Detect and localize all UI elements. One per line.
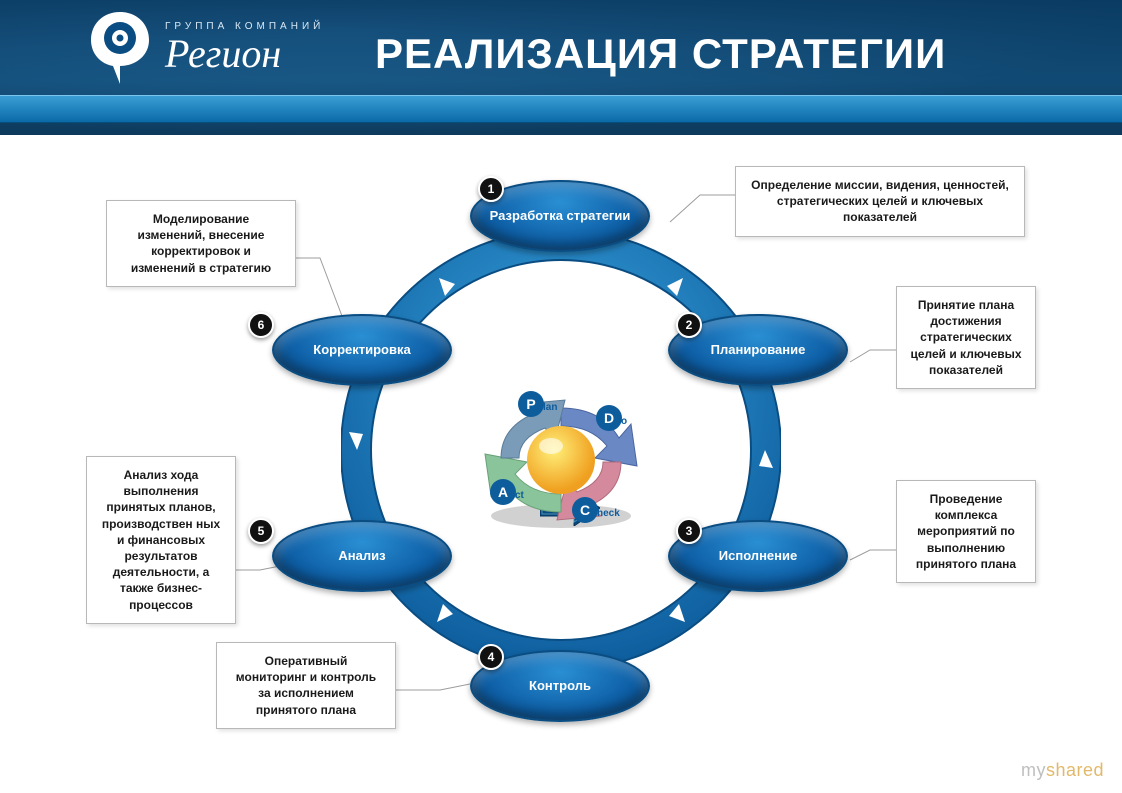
callout-text: Проведение комплекса мероприятий по выпо… bbox=[916, 492, 1016, 571]
watermark-left: my bbox=[1021, 760, 1046, 780]
stage-1-badge: 1 bbox=[478, 176, 504, 202]
stage-label: Планирование bbox=[711, 342, 806, 358]
stage-label: Исполнение bbox=[719, 548, 797, 564]
callout-6: Моделирование изменений, внесение коррек… bbox=[106, 200, 296, 287]
callout-1: Определение миссии, видения, ценностей, … bbox=[735, 166, 1025, 237]
svg-text:A: A bbox=[498, 484, 508, 500]
stage-3-badge: 3 bbox=[676, 518, 702, 544]
pdca-icon: Plan Do Check Act bbox=[461, 380, 661, 540]
stage-5: Анализ bbox=[272, 520, 452, 592]
callout-text: Определение миссии, видения, ценностей, … bbox=[751, 178, 1009, 224]
stage-5-badge: 5 bbox=[248, 518, 274, 544]
svg-text:o: o bbox=[621, 416, 627, 427]
stage-num: 1 bbox=[488, 182, 495, 196]
watermark-right: shared bbox=[1046, 760, 1104, 780]
callout-4: Оперативный мониторинг и контроль за исп… bbox=[216, 642, 396, 729]
stage-label: Контроль bbox=[529, 678, 591, 694]
stage-label: Анализ bbox=[338, 548, 385, 564]
stage-4-badge: 4 bbox=[478, 644, 504, 670]
svg-text:heck: heck bbox=[597, 508, 620, 519]
header: ГРУППА КОМПАНИЙ Регион РЕАЛИЗАЦИЯ СТРАТЕ… bbox=[0, 0, 1122, 135]
page-title: РЕАЛИЗАЦИЯ СТРАТЕГИИ bbox=[375, 30, 946, 78]
strategy-cycle-diagram: Plan Do Check Act Разработка стратегии 1… bbox=[0, 150, 1122, 793]
stage-label: Корректировка bbox=[313, 342, 410, 358]
callout-text: Принятие плана достижения стратегических… bbox=[910, 298, 1021, 377]
logo-word: Регион bbox=[165, 34, 324, 74]
stage-num: 2 bbox=[686, 318, 693, 332]
callout-text: Моделирование изменений, внесение коррек… bbox=[131, 212, 271, 275]
watermark: myshared bbox=[1021, 760, 1104, 781]
logo-mark-icon bbox=[85, 10, 155, 86]
stage-6: Корректировка bbox=[272, 314, 452, 386]
callout-2: Принятие плана достижения стратегических… bbox=[896, 286, 1036, 389]
stage-6-badge: 6 bbox=[248, 312, 274, 338]
stage-num: 3 bbox=[686, 524, 693, 538]
stage-2-badge: 2 bbox=[676, 312, 702, 338]
header-band bbox=[0, 95, 1122, 123]
svg-text:lan: lan bbox=[543, 402, 557, 413]
svg-text:P: P bbox=[526, 396, 535, 412]
svg-text:D: D bbox=[604, 410, 614, 426]
logo: ГРУППА КОМПАНИЙ Регион bbox=[85, 10, 324, 86]
callout-5: Анализ хода выполнения принятых планов, … bbox=[86, 456, 236, 624]
svg-text:C: C bbox=[580, 502, 590, 518]
stage-label: Разработка стратегии bbox=[490, 208, 631, 224]
callout-text: Анализ хода выполнения принятых планов, … bbox=[102, 468, 220, 612]
svg-text:ct: ct bbox=[515, 490, 525, 501]
stage-num: 4 bbox=[488, 650, 495, 664]
callout-text: Оперативный мониторинг и контроль за исп… bbox=[236, 654, 376, 717]
stage-num: 6 bbox=[258, 318, 265, 332]
callout-3: Проведение комплекса мероприятий по выпо… bbox=[896, 480, 1036, 583]
stage-num: 5 bbox=[258, 524, 265, 538]
